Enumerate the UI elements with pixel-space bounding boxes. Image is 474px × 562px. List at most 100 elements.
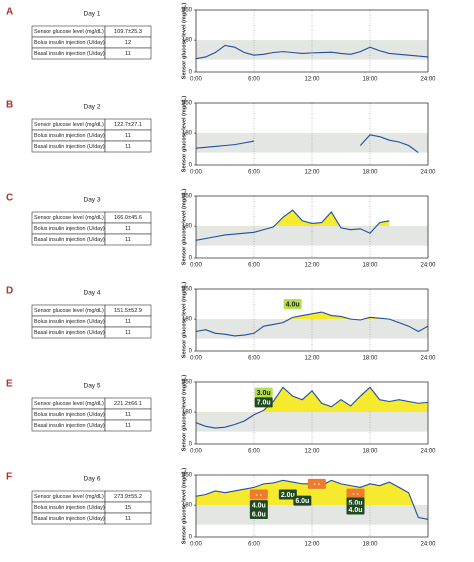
table-label: Sensor glucose level (mg/dL) — [34, 122, 104, 128]
table-label: Bolus insulin injection (U/day) — [34, 412, 105, 418]
table-label: Basal insulin injection (U/day) — [34, 144, 105, 150]
table-cell — [104, 326, 152, 339]
x-tick-label: 18:00 — [362, 449, 378, 455]
annotation: 4.0u — [348, 507, 362, 514]
table-cell — [104, 140, 152, 153]
table-value: 11 — [125, 144, 131, 150]
x-tick-label: 12:00 — [304, 170, 320, 176]
annotation-box — [283, 299, 302, 310]
y-tick-label: 0 — [189, 163, 193, 169]
target-band — [196, 133, 428, 153]
table-value: 11 — [125, 423, 131, 429]
table-cell — [104, 47, 152, 60]
target-band — [196, 226, 428, 246]
day-title: Day 3 — [84, 197, 101, 204]
glucose-line — [195, 209, 390, 241]
panel-letter: D — [6, 286, 13, 297]
table-label: Sensor glucose level (mg/dL) — [34, 494, 104, 500]
panel-letter: B — [6, 100, 13, 111]
y-tick-label: 0 — [189, 442, 193, 448]
table-label: Basal insulin injection (U/day) — [34, 51, 105, 57]
glucose-line — [195, 311, 429, 337]
table-value: 11 — [125, 237, 131, 243]
table-cell — [104, 419, 152, 432]
annotation-box — [278, 489, 297, 500]
x-tick-label: 18:00 — [362, 170, 378, 176]
y-tick-label: 0 — [189, 70, 193, 76]
table-value: 151.5±52.9 — [114, 308, 142, 314]
plot-frame — [195, 102, 429, 166]
y-tick-label: 350 — [182, 8, 193, 14]
table-value: 273.9±55.2 — [114, 494, 142, 500]
x-tick-label: 6:00 — [248, 77, 260, 83]
x-tick-label: 6:00 — [248, 356, 260, 362]
x-tick-label: 24:00 — [420, 263, 436, 269]
annotation: - - — [256, 492, 263, 499]
y-tick-label: 350 — [182, 287, 193, 293]
y-tick-label: 180 — [182, 317, 193, 323]
y-axis-label: Sensor glucose level (mg/dL) — [181, 96, 187, 173]
annotation: 4.0u — [252, 502, 266, 509]
x-tick-label: 12:00 — [304, 263, 320, 269]
y-tick-label: 180 — [182, 503, 193, 509]
panel-letter: A — [6, 7, 13, 18]
annotation-box — [346, 504, 365, 515]
annotation-box — [249, 489, 268, 500]
table-label: Basal insulin injection (U/day) — [34, 237, 105, 243]
above-target-area — [196, 387, 428, 413]
table-value: 122.7±27.1 — [114, 122, 142, 128]
x-tick-label: 6:00 — [248, 170, 260, 176]
day-title: Day 4 — [84, 290, 101, 297]
x-tick-label: 18:00 — [362, 356, 378, 362]
plot-frame — [195, 9, 429, 73]
y-tick-label: 180 — [182, 38, 193, 44]
glucose-line — [195, 134, 419, 154]
table-value: 11 — [125, 51, 131, 57]
x-tick-label: 12:00 — [304, 356, 320, 362]
table-value: 11 — [125, 133, 131, 139]
annotation-box — [249, 500, 268, 511]
table-label: Bolus insulin injection (U/day) — [34, 505, 105, 511]
x-tick-label: 0:00 — [190, 356, 202, 362]
y-axis-label: Sensor glucose level (mg/dL) — [181, 3, 187, 80]
x-tick-label: 24:00 — [420, 542, 436, 548]
annotation: - - — [314, 481, 321, 488]
table-label: Sensor glucose level (mg/dL) — [34, 29, 104, 35]
y-tick-label: 0 — [189, 256, 193, 262]
annotation: 3.0u — [257, 390, 271, 397]
x-tick-label: 0:00 — [190, 542, 202, 548]
plot-frame — [195, 474, 429, 538]
y-tick-label: 350 — [182, 101, 193, 107]
y-tick-label: 350 — [182, 380, 193, 386]
annotation: - - — [352, 491, 359, 498]
table-cell — [104, 233, 152, 246]
plot-frame — [195, 195, 429, 259]
y-tick-label: 350 — [182, 194, 193, 200]
annotation: 6.0u — [252, 511, 266, 518]
y-tick-label: 180 — [182, 410, 193, 416]
annotation: 5.0u — [348, 500, 362, 507]
y-tick-label: 0 — [189, 349, 193, 355]
x-tick-label: 6:00 — [248, 449, 260, 455]
target-band — [196, 412, 428, 432]
x-tick-label: 0:00 — [190, 170, 202, 176]
x-tick-label: 0:00 — [190, 77, 202, 83]
table-label: Sensor glucose level (mg/dL) — [34, 308, 104, 314]
annotation: 4.0u — [286, 301, 300, 308]
annotation: 7.0u — [257, 400, 271, 407]
table-value: 11 — [125, 319, 131, 325]
table-value: 166.0±45.6 — [114, 215, 142, 221]
y-tick-label: 350 — [182, 473, 193, 479]
glucose-line — [195, 44, 429, 60]
day-title: Day 1 — [84, 11, 101, 18]
x-tick-label: 18:00 — [362, 542, 378, 548]
glucose-line — [195, 386, 429, 429]
table-label: Basal insulin injection (U/day) — [34, 423, 105, 429]
panel-letter: C — [6, 193, 13, 204]
x-tick-label: 24:00 — [420, 77, 436, 83]
day-title: Day 5 — [84, 383, 101, 390]
panel-letter: E — [6, 379, 13, 390]
table-label: Bolus insulin injection (U/day) — [34, 40, 105, 46]
table-cell — [104, 512, 152, 525]
